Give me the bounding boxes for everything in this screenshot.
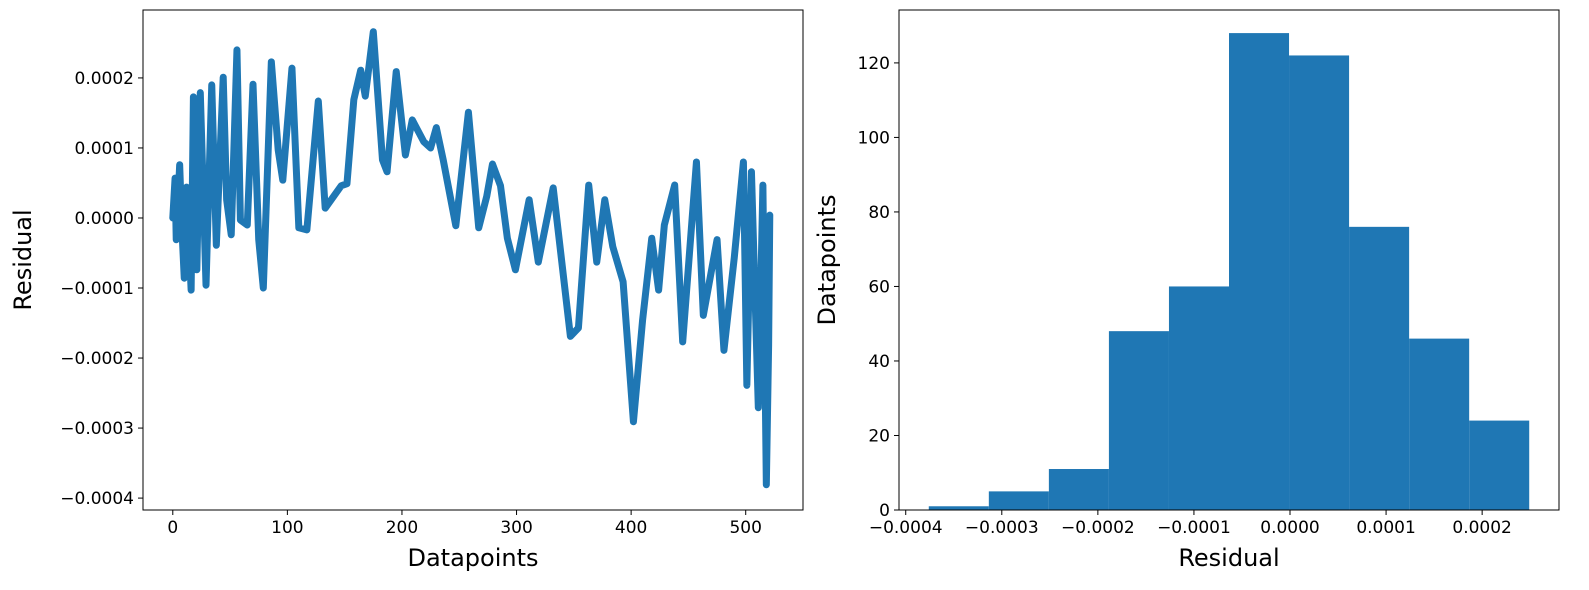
y-tick-label: −0.0003 [60, 419, 134, 439]
x-tick-label: 0.0001 [1356, 518, 1415, 538]
data-line [169, 28, 774, 489]
y-tick-label: 0.0002 [75, 69, 134, 89]
y-tick-label: 80 [868, 203, 890, 223]
histogram-bar [928, 506, 989, 510]
plot-frame [142, 9, 804, 511]
x-tick-label: −0.0004 [869, 518, 943, 538]
histogram-bar [988, 491, 1049, 510]
histogram-bar [1108, 331, 1169, 510]
y-tick-label: 120 [858, 54, 890, 74]
y-tick-label: −0.0004 [60, 489, 134, 509]
y-axis-label: Datapoints [813, 194, 841, 325]
x-tick-label: 200 [386, 518, 418, 538]
histogram-bar [1289, 55, 1350, 511]
y-tick-label: 100 [858, 128, 890, 148]
x-tick-label: −0.0002 [1061, 518, 1135, 538]
histogram-bar [1048, 469, 1109, 510]
y-tick-label: 0.0000 [75, 209, 134, 229]
y-tick-label: 0 [879, 501, 890, 521]
y-tick-label: 40 [868, 352, 890, 372]
y-tick-label: −0.0002 [60, 349, 134, 369]
x-tick-label: 0.0002 [1452, 518, 1511, 538]
histogram-bar [1409, 338, 1470, 510]
x-tick-label: −0.0001 [1157, 518, 1231, 538]
x-tick-label: 100 [271, 518, 303, 538]
x-tick-label: 0.0000 [1260, 518, 1319, 538]
plot-frame [898, 9, 1560, 511]
y-axis-label: Residual [9, 209, 37, 310]
x-tick-label: 300 [500, 518, 532, 538]
x-axis-label: Residual [1178, 544, 1279, 572]
x-tick-label: 400 [615, 518, 647, 538]
x-tick-label: 500 [729, 518, 761, 538]
histogram-bar [1469, 420, 1530, 510]
histogram-bar [1349, 226, 1410, 511]
y-tick-label: −0.0001 [60, 279, 134, 299]
x-tick-label: 0 [167, 518, 178, 538]
y-tick-label: 60 [868, 277, 890, 297]
histogram-bar [1168, 286, 1229, 510]
x-tick-label: −0.0003 [965, 518, 1039, 538]
y-tick-label: 0.0001 [75, 139, 134, 159]
histogram-bar [1229, 33, 1290, 510]
y-tick-label: 20 [868, 426, 890, 446]
x-axis-label: Datapoints [407, 544, 538, 572]
